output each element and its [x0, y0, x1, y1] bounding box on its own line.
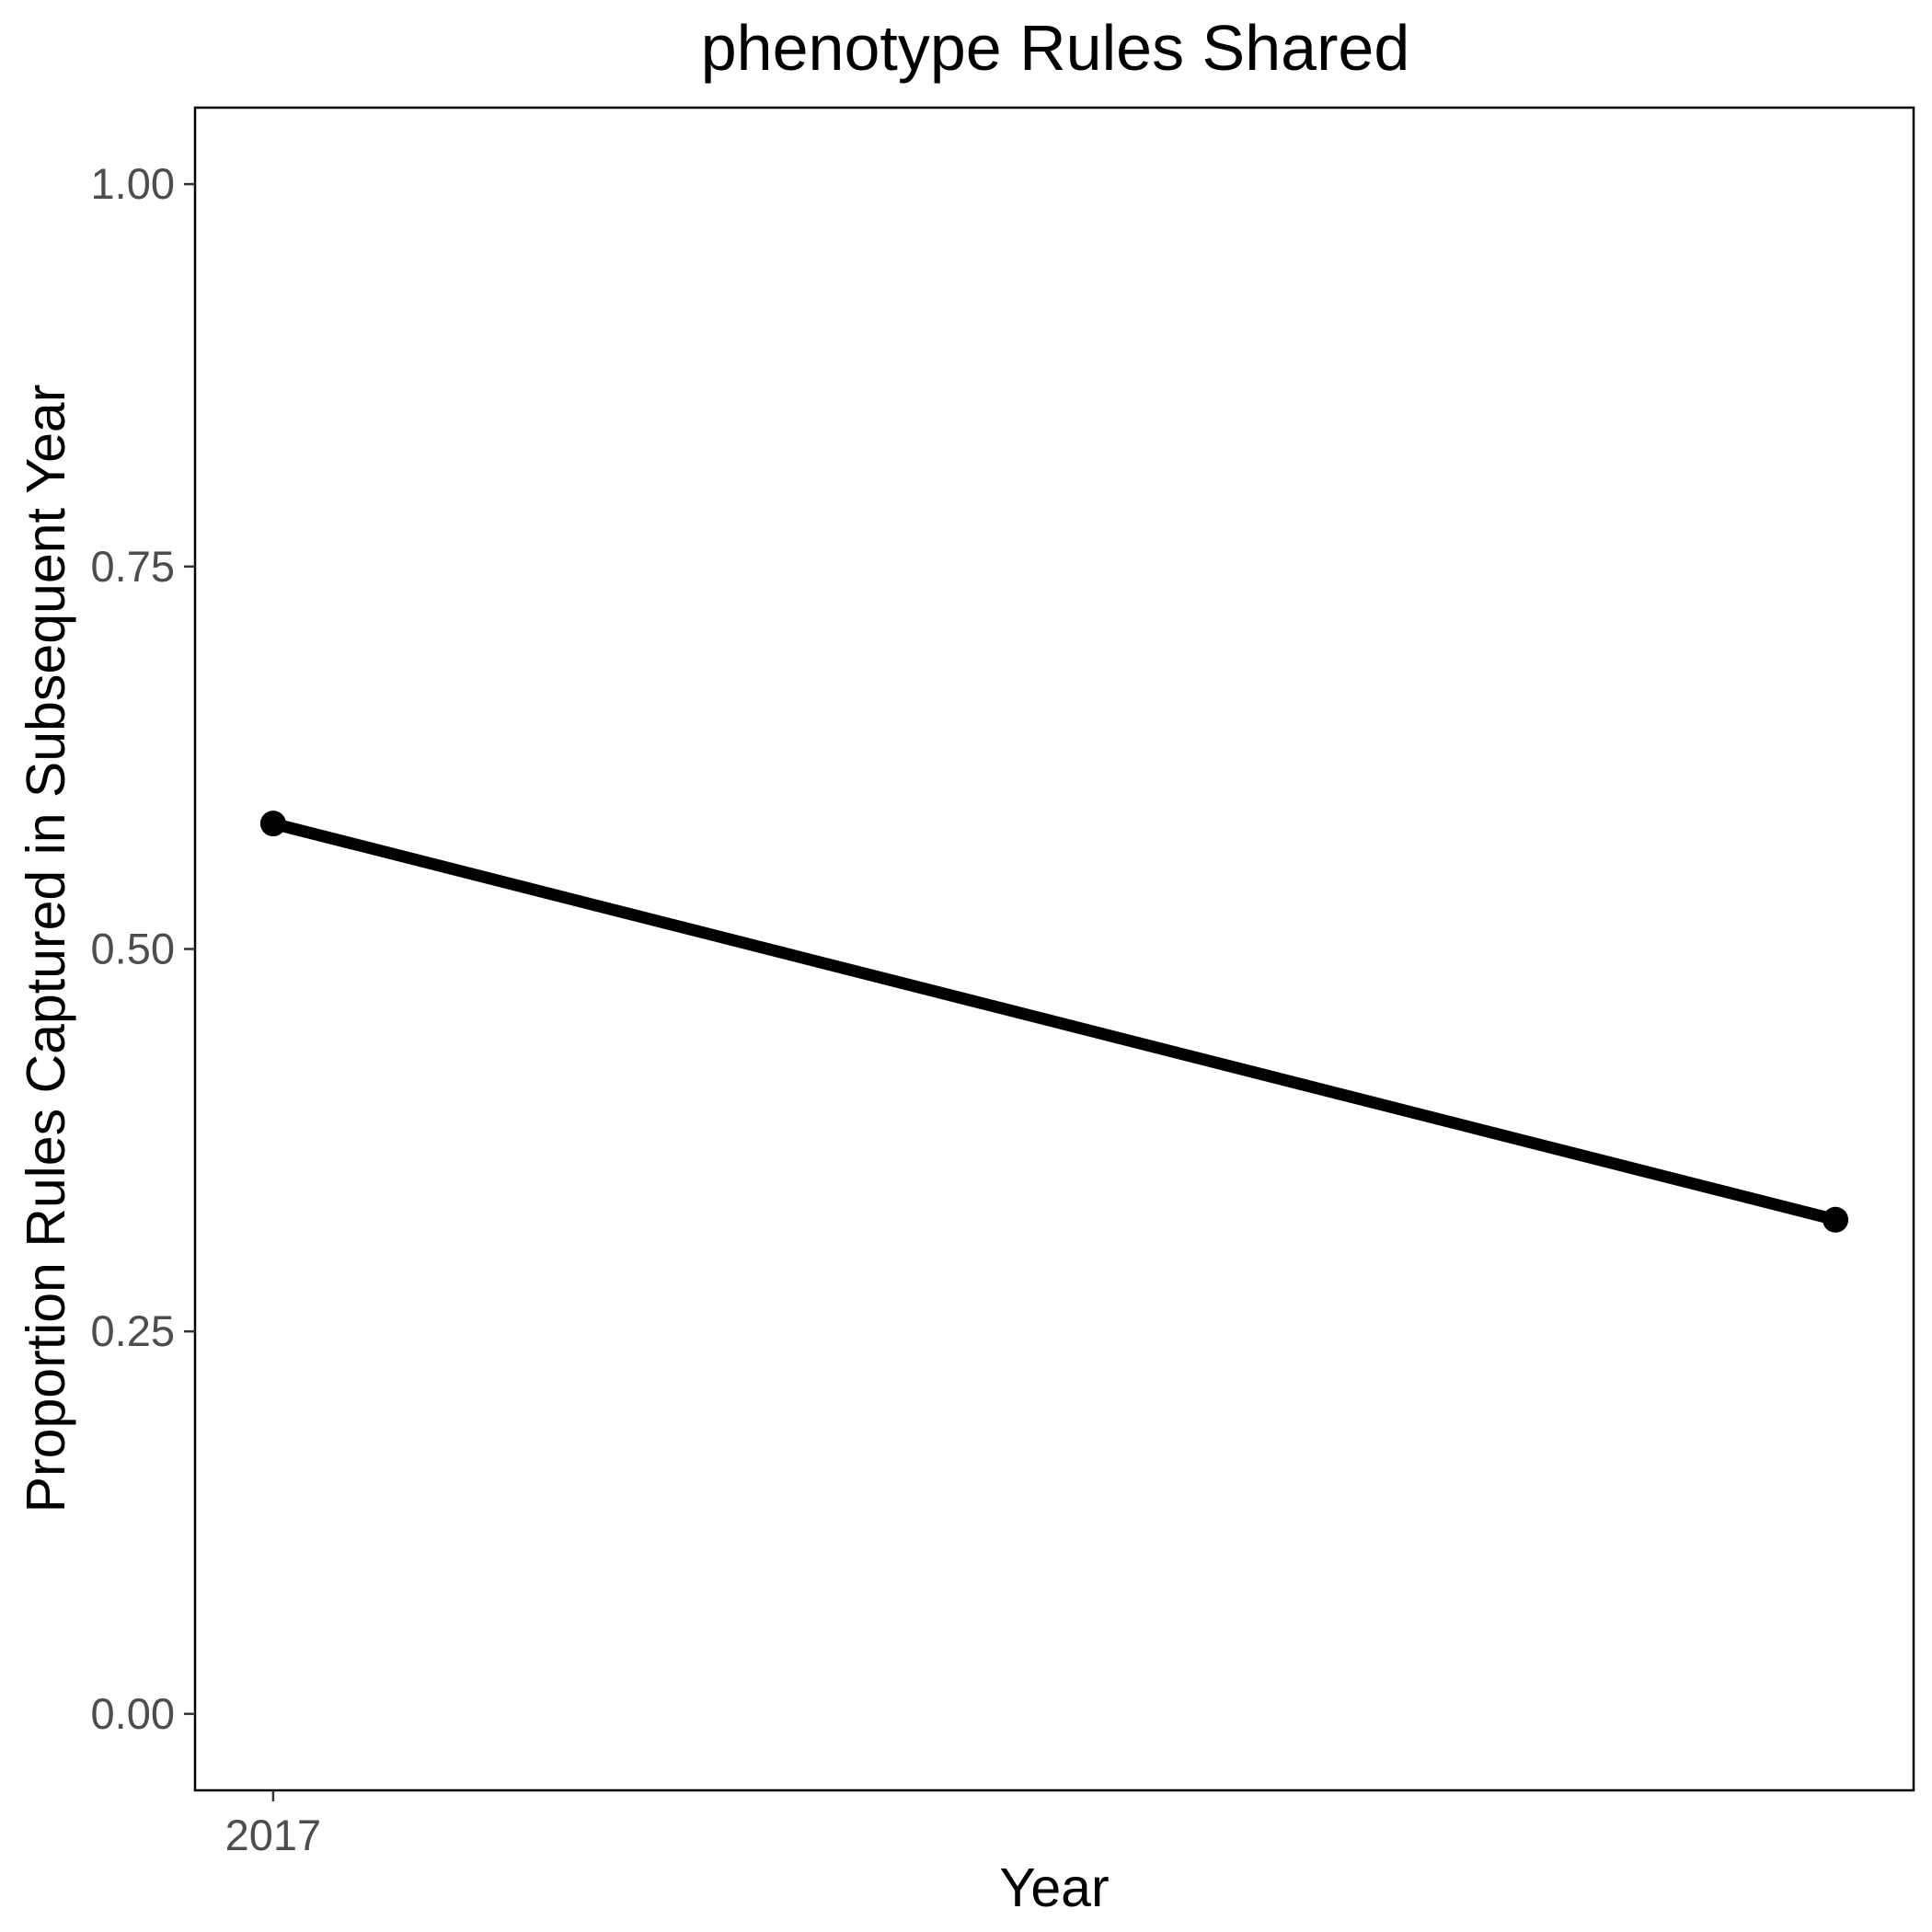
chart-title: phenotype Rules Shared — [701, 12, 1410, 84]
y-tick-label: 0.25 — [91, 1306, 175, 1355]
plot-panel — [193, 106, 1915, 1792]
y-axis-ticks: 0.00 0.25 0.50 0.75 1.00 — [91, 159, 195, 1738]
x-axis-title: Year — [999, 1857, 1109, 1918]
x-tick-label: 2017 — [225, 1811, 322, 1859]
x-axis-ticks: 2017 — [225, 1790, 322, 1859]
y-tick-label: 0.00 — [91, 1689, 175, 1738]
y-tick-label: 0.50 — [91, 925, 175, 973]
series-line — [267, 817, 1842, 1226]
y-axis-title: Proportion Rules Captured in Subsequent … — [16, 385, 76, 1513]
y-tick-label: 0.75 — [91, 542, 175, 591]
data-point — [1823, 1206, 1849, 1233]
y-tick-label: 1.00 — [91, 159, 175, 208]
data-point — [259, 811, 286, 837]
series-layer — [259, 811, 1849, 1233]
